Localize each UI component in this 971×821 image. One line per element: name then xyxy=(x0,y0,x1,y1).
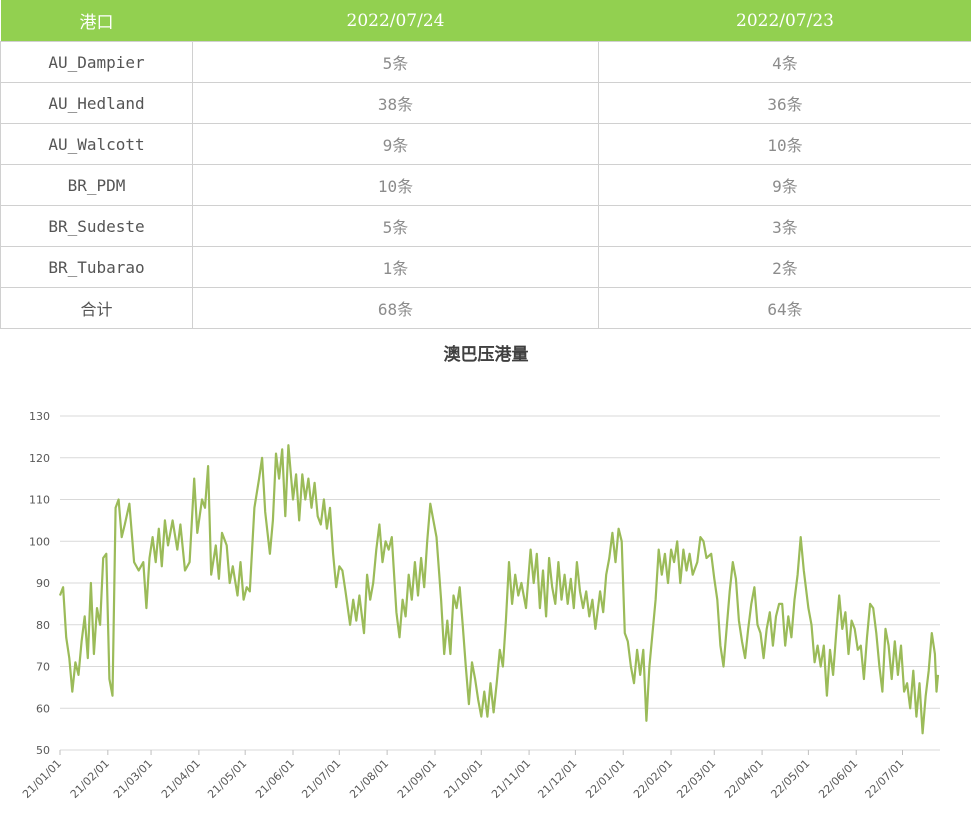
count-date-1: 38条 xyxy=(192,82,599,124)
port-table: 港口 2022/07/24 2022/07/23 AU_Dampier 5条 4… xyxy=(0,0,971,329)
port-name: BR_PDM xyxy=(0,164,193,206)
x-tick-label: 21/08/01 xyxy=(347,757,391,801)
x-tick-label: 21/06/01 xyxy=(253,757,297,801)
x-tick-label: 22/05/01 xyxy=(768,757,812,801)
x-tick-label: 21/05/01 xyxy=(205,757,249,801)
y-tick-label: 60 xyxy=(36,702,50,715)
x-tick-label: 22/04/01 xyxy=(722,757,766,801)
y-axis-ticks: 50 60 70 80 90 100 110 120 130 xyxy=(29,410,50,757)
count-date-1: 10条 xyxy=(192,164,599,206)
count-date-2: 4条 xyxy=(598,41,971,83)
count-date-2: 36条 xyxy=(598,82,971,124)
header-date-2: 2022/07/23 xyxy=(598,0,971,42)
chart-container: 澳巴压港量 50 60 70 80 90 100 110 120 130 21/01/01 21/… xyxy=(0,330,971,821)
y-tick-label: 110 xyxy=(29,494,50,507)
count-date-2: 64条 xyxy=(598,287,971,329)
x-tick-label: 22/01/01 xyxy=(583,757,627,801)
count-date-1: 9条 xyxy=(192,123,599,165)
table-header-row: 港口 2022/07/24 2022/07/23 xyxy=(0,0,971,42)
port-name: AU_Dampier xyxy=(0,41,193,83)
count-date-1: 5条 xyxy=(192,205,599,247)
x-tick-label: 21/11/01 xyxy=(489,757,533,801)
y-tick-label: 50 xyxy=(36,744,50,757)
x-tick-label: 21/10/01 xyxy=(441,757,485,801)
count-date-1: 5条 xyxy=(192,41,599,83)
port-name: BR_Tubarao xyxy=(0,246,193,288)
header-port: 港口 xyxy=(0,0,193,42)
x-tick-label: 22/02/01 xyxy=(631,757,675,801)
header-date-1: 2022/07/24 xyxy=(192,0,599,42)
x-tick-label: 21/01/01 xyxy=(20,757,64,801)
x-tick-label: 22/06/01 xyxy=(816,757,860,801)
x-tick-label: 22/07/01 xyxy=(863,757,907,801)
series-line xyxy=(58,444,940,735)
table-row: BR_Tubarao 1条 2条 xyxy=(0,246,971,288)
x-tick-label: 21/12/01 xyxy=(535,757,579,801)
table-row-total: 合计 68条 64条 xyxy=(0,287,971,329)
port-name: AU_Hedland xyxy=(0,82,193,124)
x-tick-label: 21/03/01 xyxy=(111,757,155,801)
count-date-1: 68条 xyxy=(192,287,599,329)
count-date-2: 10条 xyxy=(598,123,971,165)
port-name: AU_Walcott xyxy=(0,123,193,165)
x-tick-label: 21/04/01 xyxy=(159,757,203,801)
x-tick-label: 21/02/01 xyxy=(68,757,112,801)
x-tick-label: 22/03/01 xyxy=(674,757,718,801)
count-date-2: 9条 xyxy=(598,164,971,206)
table-row: AU_Walcott 9条 10条 xyxy=(0,123,971,165)
y-tick-label: 130 xyxy=(29,410,50,423)
port-name: BR_Sudeste xyxy=(0,205,193,247)
table-row: BR_PDM 10条 9条 xyxy=(0,164,971,206)
y-tick-label: 120 xyxy=(29,452,50,465)
table-row: BR_Sudeste 5条 3条 xyxy=(0,205,971,247)
table-row: AU_Dampier 5条 4条 xyxy=(0,41,971,83)
y-tick-label: 70 xyxy=(36,661,50,674)
port-name: 合计 xyxy=(0,287,193,329)
count-date-2: 3条 xyxy=(598,205,971,247)
x-tick-label: 21/09/01 xyxy=(395,757,439,801)
count-date-1: 1条 xyxy=(192,246,599,288)
chart-title: 澳巴压港量 xyxy=(444,344,529,365)
x-tick-label: 21/07/01 xyxy=(299,757,343,801)
y-tick-label: 100 xyxy=(29,535,50,548)
y-tick-label: 90 xyxy=(36,577,50,590)
series-group xyxy=(58,444,940,735)
count-date-2: 2条 xyxy=(598,246,971,288)
table-row: AU_Hedland 38条 36条 xyxy=(0,82,971,124)
y-tick-label: 80 xyxy=(36,619,50,632)
x-axis-ticks: 21/01/01 21/02/01 21/03/01 21/04/01 21/05/01… xyxy=(20,750,907,801)
gridlines xyxy=(60,415,940,751)
